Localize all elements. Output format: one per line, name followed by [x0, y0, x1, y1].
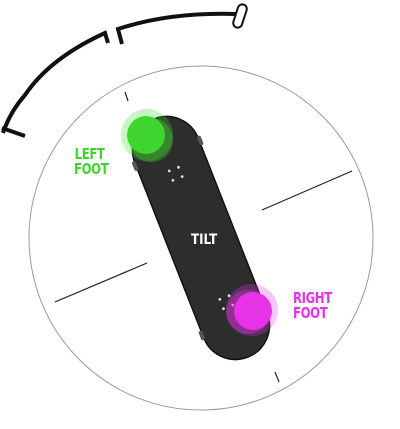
rotation-arc-end: [1, 126, 26, 138]
board-tilt-label: TILT: [191, 232, 218, 248]
rotation-handle[interactable]: [232, 3, 248, 29]
left-foot-label-line1: LEFT: [74, 145, 105, 163]
wheel: [131, 161, 139, 171]
left-foot-pad[interactable]: [121, 109, 173, 162]
right-foot-label: RIGHT FOOT: [293, 289, 332, 322]
axis-line-right: [261, 170, 353, 211]
truck-bolt: [180, 175, 184, 179]
truck-bolt: [222, 307, 225, 311]
right-foot-pad[interactable]: [226, 284, 278, 336]
tilt-range-ring: [28, 65, 374, 411]
truck-bolt: [231, 303, 235, 307]
right-foot-label-line1: RIGHT: [293, 289, 332, 307]
rotation-arc-left: [1, 30, 110, 134]
right-foot-label-line2: FOOT: [293, 304, 328, 322]
axis-tick-top: [124, 91, 129, 102]
wheel: [197, 135, 204, 146]
truck-bolt: [177, 165, 180, 169]
truck-bolt: [167, 169, 171, 173]
left-foot-label: LEFT FOOT: [74, 145, 109, 178]
rotation-arc-right: [115, 11, 237, 45]
truck-bolt: [171, 178, 175, 182]
truck-bolt: [227, 294, 231, 298]
axis-tick-bottom: [274, 371, 280, 383]
truck-bolt: [218, 297, 222, 301]
axis-line-left: [54, 262, 148, 303]
wheel: [198, 330, 205, 341]
left-foot-label-line2: FOOT: [74, 160, 109, 178]
